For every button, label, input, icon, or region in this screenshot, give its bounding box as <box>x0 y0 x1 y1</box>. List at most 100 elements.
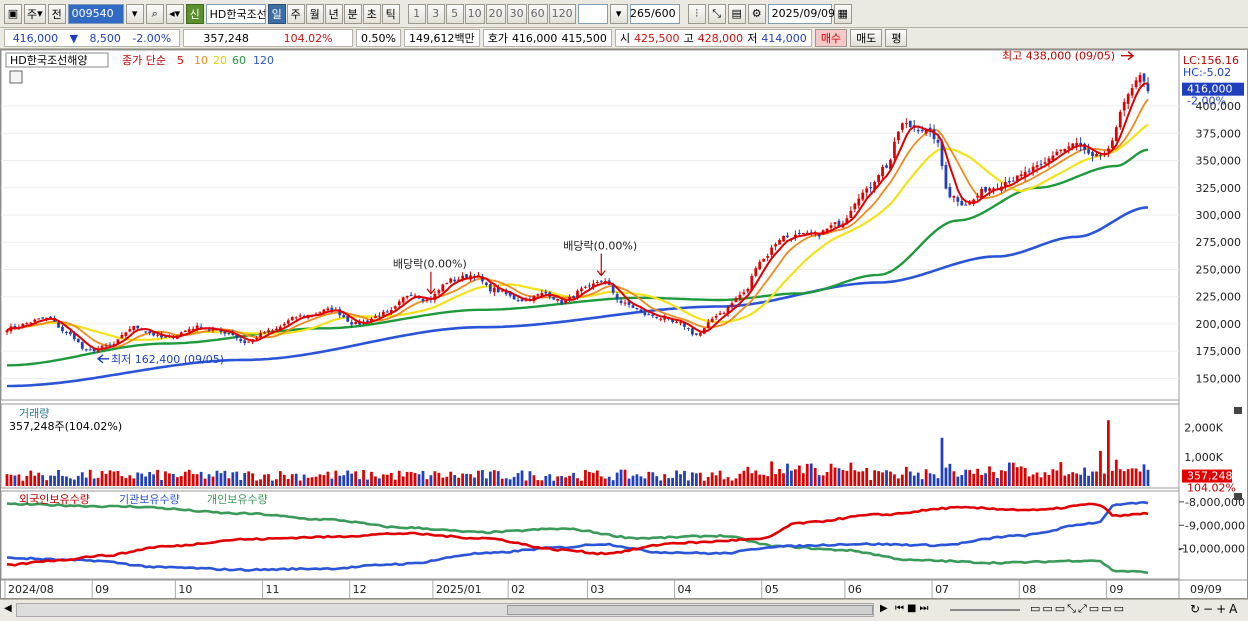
period-tab-1[interactable]: 주 <box>286 3 305 24</box>
volume-bar <box>976 468 980 486</box>
period-tab-3[interactable]: 년 <box>324 3 343 24</box>
candle-body <box>1110 140 1114 148</box>
prev-button[interactable]: 전 <box>47 3 66 24</box>
candle-body <box>706 322 710 329</box>
candle-body <box>679 322 682 324</box>
candle <box>84 348 88 352</box>
count-field[interactable]: 265/600 <box>629 3 680 24</box>
holdings-close-icon[interactable] <box>1234 493 1242 500</box>
volume-bar <box>932 474 936 486</box>
candle <box>259 330 262 338</box>
candle-body <box>195 325 199 330</box>
volume-close-icon[interactable] <box>1234 407 1242 414</box>
candle-body <box>437 290 441 294</box>
draw-tool-icon[interactable]: ⤡ <box>707 3 726 24</box>
axes: 150,000 175,000 200,000 225,000 250,000 275,0… <box>4 100 1245 598</box>
volume-bar <box>1146 469 1150 486</box>
interval-tab-30[interactable]: 30 <box>506 3 527 24</box>
interval-tab-5[interactable]: 5 <box>445 3 464 24</box>
candle-body <box>80 342 84 349</box>
candle-body <box>72 333 76 340</box>
candle <box>694 333 698 336</box>
period-tab-0[interactable]: 일 <box>267 3 286 24</box>
current-pct-tag: -2.00% <box>1187 95 1226 108</box>
calendar-icon[interactable]: ▦ <box>833 3 852 24</box>
table-icon[interactable] <box>9 70 23 84</box>
date-field[interactable]: 2025/09/09 <box>767 3 835 24</box>
candle-body <box>1118 111 1122 128</box>
candle <box>591 279 595 290</box>
buy-button[interactable]: 매수 <box>814 29 848 47</box>
candle-body <box>675 322 678 324</box>
scroll-left-icon[interactable]: ◀ <box>4 603 12 614</box>
zoom-slider[interactable] <box>950 609 1020 611</box>
interval-tab-10[interactable]: 10 <box>464 3 485 24</box>
price-tick-label: 225,000 <box>1196 291 1242 304</box>
current-price-tag <box>1182 82 1244 96</box>
interval-tab-1[interactable]: 1 <box>407 3 426 24</box>
gear-icon[interactable]: ⚙ <box>747 3 766 24</box>
playback-controls[interactable]: ⏮■⏭ <box>895 603 932 614</box>
sell-button[interactable]: 매도 <box>850 29 883 47</box>
volume-bar <box>908 471 912 486</box>
candle <box>980 186 983 200</box>
stock-name-field[interactable]: HD한국조선 <box>205 3 266 24</box>
save-icon[interactable]: ▤ <box>727 3 746 24</box>
period-tab-6[interactable]: 틱 <box>381 3 400 24</box>
volume-bar <box>841 469 845 486</box>
horizontal-scrollbar[interactable] <box>16 603 874 617</box>
period-tab-5[interactable]: 초 <box>362 3 381 24</box>
candle <box>437 288 441 296</box>
stock-code-input[interactable]: 009540 <box>67 3 124 24</box>
layout-icons[interactable]: ▭▭▭⤡⤢▭▭▭ <box>1030 602 1126 615</box>
volume-bar <box>461 473 464 486</box>
avg-button[interactable]: 평 <box>885 29 908 47</box>
chart-type-icon[interactable]: ⫶ <box>687 3 706 24</box>
search-icon[interactable]: ⌕ <box>145 3 164 24</box>
volume-bar <box>691 472 694 486</box>
interval-dropdown-icon[interactable]: ▾ <box>609 3 628 24</box>
candle-body <box>710 318 714 323</box>
candle <box>932 124 936 144</box>
low-label: 저 <box>747 32 758 45</box>
shin-badge[interactable]: 신 <box>185 3 204 24</box>
window-icon[interactable]: ▣ <box>4 3 22 24</box>
chart-area[interactable]: 최고 438,000 (09/05) 최저 162,400 (09/05) 배당락(… <box>0 49 1248 599</box>
candle-body <box>278 326 282 330</box>
zoom-controls[interactable]: ↻−+A <box>1190 602 1241 616</box>
volume-bar <box>168 473 171 486</box>
ma5-legend: 5 <box>177 54 184 67</box>
volume-bar <box>1067 474 1071 486</box>
volume-bar <box>560 476 564 486</box>
volume-bar <box>1075 473 1079 486</box>
scrollbar-thumb[interactable] <box>507 605 873 615</box>
interval-tab-120[interactable]: 120 <box>548 3 576 24</box>
candle-body <box>869 187 873 189</box>
candle <box>112 341 116 346</box>
volume-bar <box>742 470 746 486</box>
interval-tab-3[interactable]: 3 <box>426 3 445 24</box>
volume-bar <box>441 477 445 486</box>
volume-bar <box>195 474 199 486</box>
period-tab-2[interactable]: 월 <box>305 3 324 24</box>
volume-bar <box>801 473 805 486</box>
volume-bar <box>45 480 48 486</box>
scroll-right-icon[interactable]: ▶ <box>880 603 888 614</box>
candle-body <box>714 315 718 318</box>
interval-custom-field[interactable] <box>577 3 608 24</box>
code-dropdown-icon[interactable]: ▾ <box>125 3 144 24</box>
volume-bar <box>615 472 619 486</box>
candle-body <box>1083 143 1086 150</box>
candle-body <box>659 318 663 320</box>
speaker-icon[interactable]: ◂▾ <box>165 3 184 24</box>
volume-bar <box>49 475 52 486</box>
candle-body <box>940 141 944 166</box>
market-select[interactable]: 주 ▾ <box>24 3 46 24</box>
volume-current-tag <box>1182 469 1232 483</box>
stock-chart[interactable]: 최고 438,000 (09/05) 최저 162,400 (09/05) 배당락(… <box>0 49 1247 598</box>
period-tab-4[interactable]: 분 <box>343 3 362 24</box>
interval-tab-60[interactable]: 60 <box>527 3 548 24</box>
candle <box>738 291 742 302</box>
interval-tab-20[interactable]: 20 <box>485 3 506 24</box>
candle-body <box>829 225 833 228</box>
